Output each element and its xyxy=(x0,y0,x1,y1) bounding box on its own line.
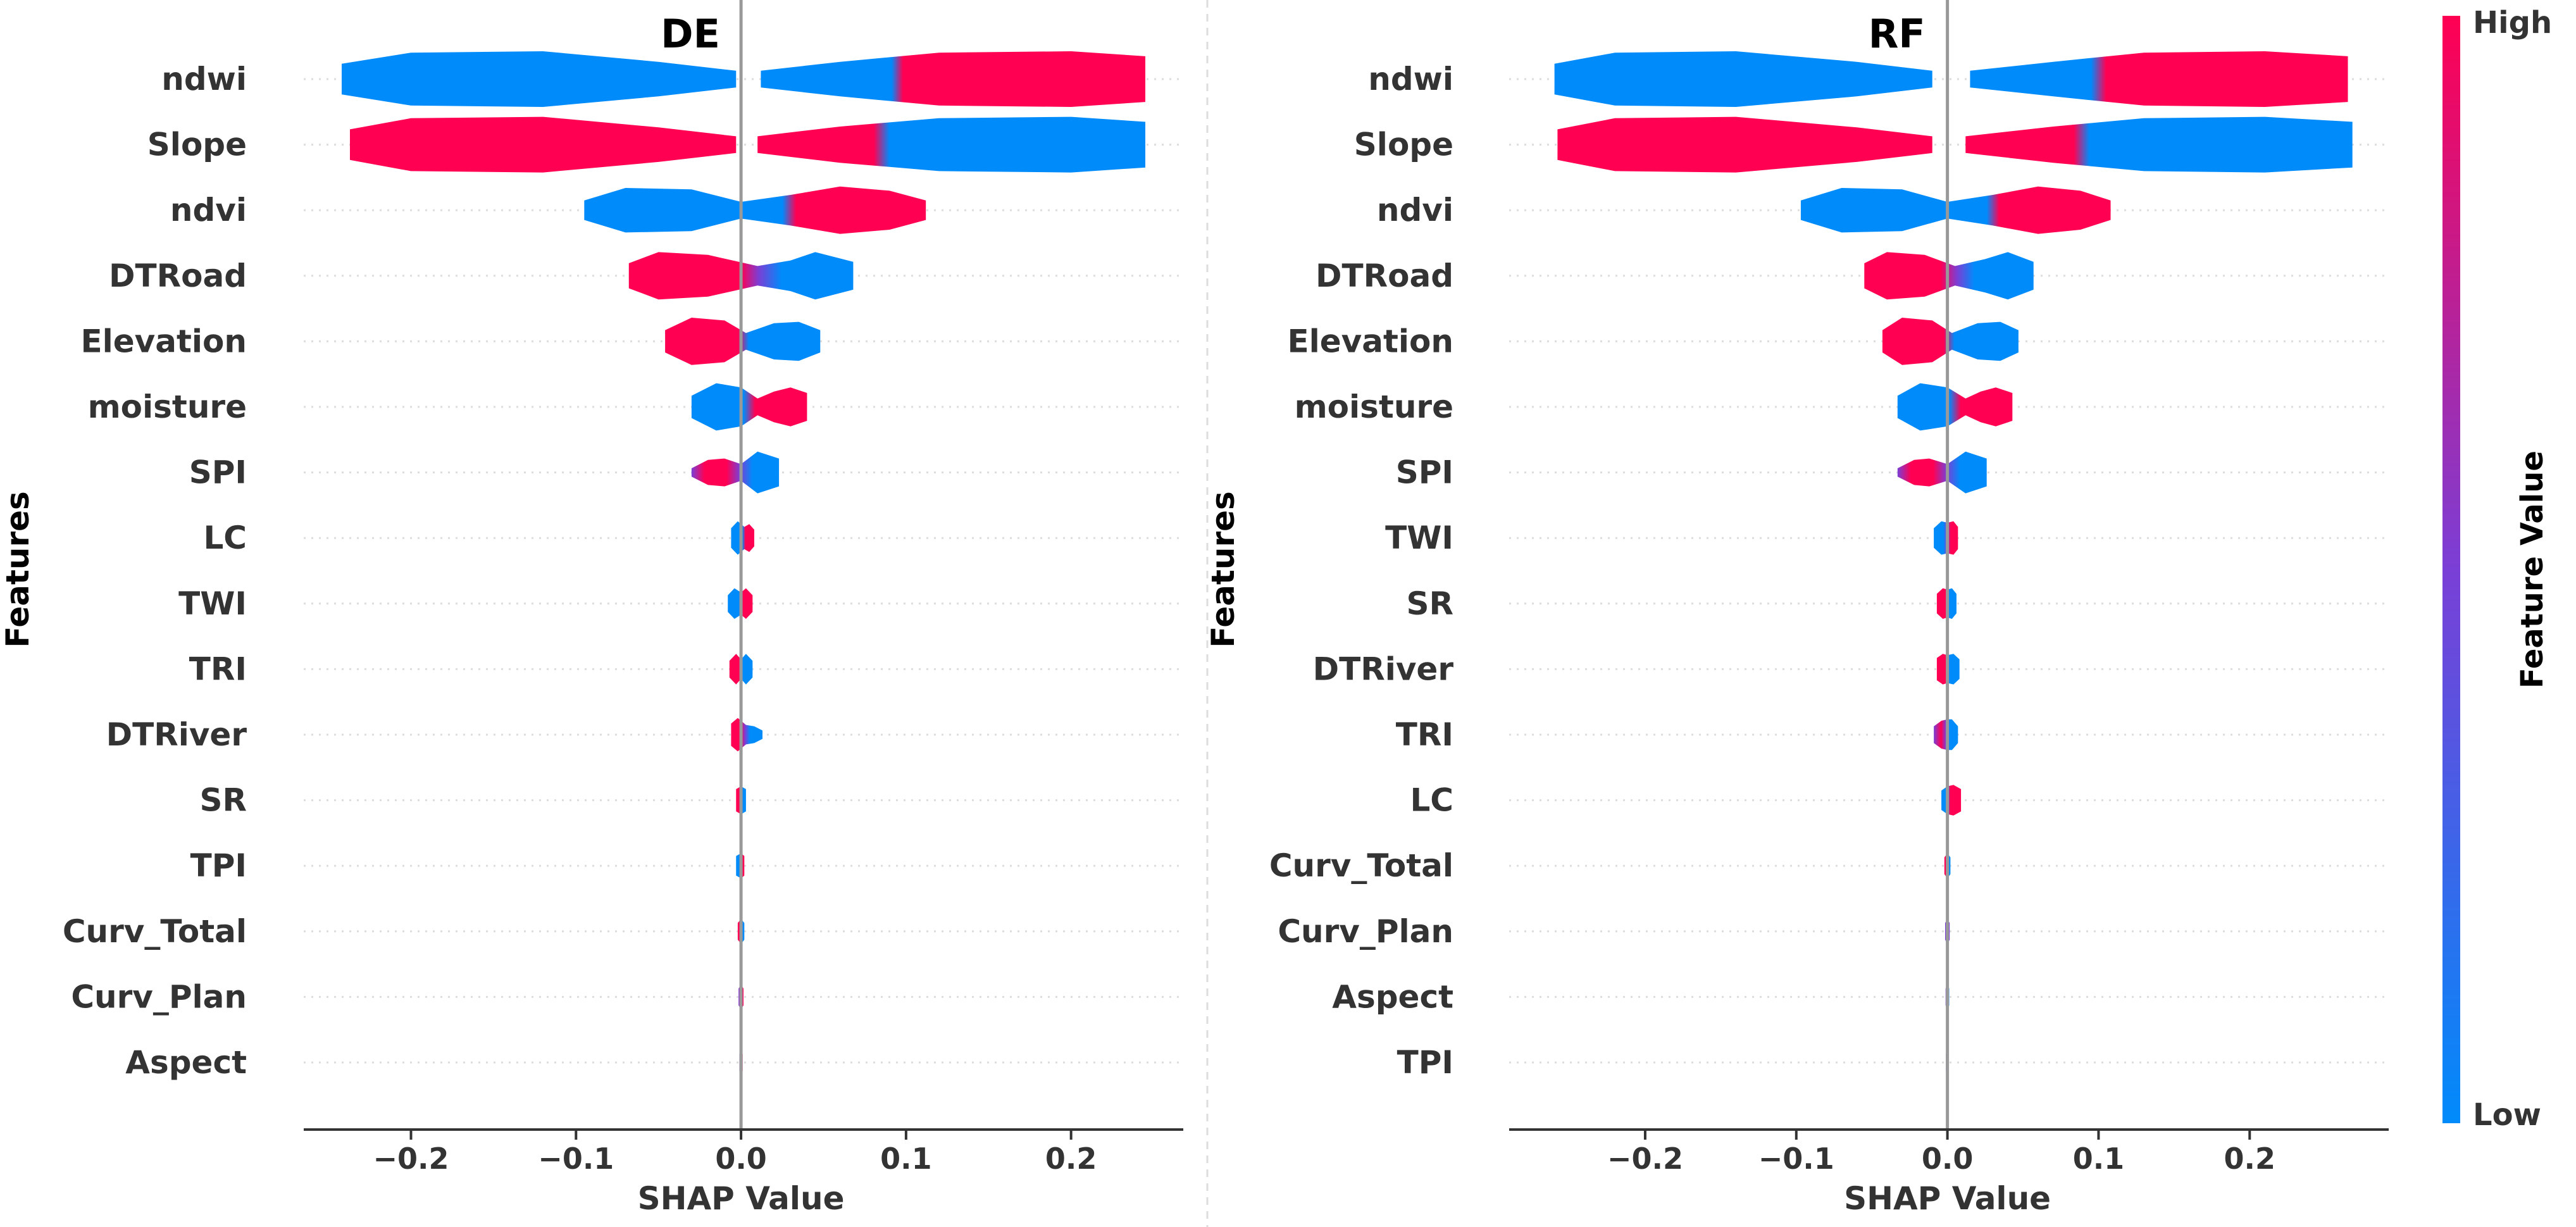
y-axis-label: Features xyxy=(1205,491,1241,648)
x-tick-label: 0.0 xyxy=(715,1142,767,1176)
feature-label: Aspect xyxy=(125,1044,247,1081)
chart-title: RF xyxy=(1869,11,1926,57)
x-tick-label: 0.1 xyxy=(2073,1142,2125,1176)
violin-spi xyxy=(1897,451,1987,494)
feature-label: SR xyxy=(199,782,247,819)
feature-label: DTRiver xyxy=(1313,651,1454,687)
violin-lc xyxy=(731,521,754,555)
x-tick-label: 0.1 xyxy=(880,1142,932,1176)
violin-moisture xyxy=(691,383,807,431)
feature-label: Aspect xyxy=(1332,978,1453,1015)
colorbar-low-label: Low xyxy=(2473,1097,2541,1133)
feature-label: moisture xyxy=(88,389,247,425)
feature-label: Slope xyxy=(1354,127,1453,163)
x-axis-label: SHAP Value xyxy=(638,1180,845,1217)
x-tick-label: 0.2 xyxy=(2224,1142,2276,1176)
feature-label: ndwi xyxy=(1368,61,1453,97)
feature-label: TPI xyxy=(1397,1044,1453,1081)
violin-moisture xyxy=(1897,383,2013,431)
feature-label: LC xyxy=(1410,782,1453,819)
x-tick-label: −0.2 xyxy=(1607,1142,1683,1176)
violin-elevation xyxy=(665,318,821,365)
feature-label: Elevation xyxy=(80,323,247,359)
colorbar-gradient xyxy=(2442,16,2460,1123)
x-axis: −0.2 −0.1 0.0 0.1 0.2 xyxy=(1509,1128,2389,1176)
feature-label: TRI xyxy=(189,651,247,687)
feature-label: ndvi xyxy=(1377,192,1453,228)
feature-label: TRI xyxy=(1396,716,1453,753)
feature-label: Curv_Total xyxy=(63,913,247,950)
violin-ndwi xyxy=(1970,51,2348,107)
violin-ndvi xyxy=(1800,186,2111,234)
violin-ndwi xyxy=(341,51,737,107)
violin-slope xyxy=(1557,116,1932,173)
feature-label: Elevation xyxy=(1287,323,1453,359)
colorbar-high-label: High xyxy=(2473,5,2552,40)
feature-label: SR xyxy=(1406,585,1453,622)
x-tick-label: −0.1 xyxy=(1758,1142,1834,1176)
x-tick-label: −0.1 xyxy=(538,1142,614,1176)
feature-label: SPI xyxy=(1396,454,1453,491)
violin-ndvi xyxy=(584,186,926,234)
colorbar-title: Feature Value xyxy=(2515,451,2550,688)
feature-label: SPI xyxy=(189,454,247,491)
violin-spi xyxy=(691,451,780,494)
feature-label: ndwi xyxy=(161,61,247,97)
x-tick-label: −0.2 xyxy=(373,1142,449,1176)
x-axis-label: SHAP Value xyxy=(1844,1180,2051,1217)
x-tick-label: 0.0 xyxy=(1922,1142,1974,1176)
violin-slope xyxy=(350,116,737,173)
feature-label: DTRiver xyxy=(106,716,247,753)
panel-rf: ndwi Slope ndvi DTRoad Elevation moisture SPI T… xyxy=(1205,0,2389,1217)
panel-de: ndwi Slope ndvi DTRoad Elevation moisture SPI L… xyxy=(0,0,1183,1217)
x-axis: −0.2 −0.1 0.0 0.1 0.2 xyxy=(304,1128,1183,1176)
violin-dtriver xyxy=(731,718,762,752)
feature-label: DTRoad xyxy=(1316,258,1453,294)
y-axis-label: Features xyxy=(0,491,36,648)
feature-label: LC xyxy=(203,520,247,556)
chart-title: DE xyxy=(661,11,720,57)
feature-label: TWI xyxy=(1385,520,1453,556)
violin-elevation xyxy=(1882,318,2019,365)
feature-label: ndvi xyxy=(170,192,247,228)
violin-slope xyxy=(757,116,1146,173)
feature-label: Curv_Total xyxy=(1269,847,1453,884)
violin-lc xyxy=(1941,785,1962,816)
violin-slope xyxy=(1965,116,2353,173)
violin-ndwi xyxy=(1554,51,1932,107)
feature-label: TWI xyxy=(178,585,247,622)
x-tick-label: 0.2 xyxy=(1045,1142,1097,1176)
feature-label: Slope xyxy=(147,127,247,163)
feature-label: DTRoad xyxy=(109,258,247,294)
feature-label: TPI xyxy=(190,847,247,884)
feature-label: Curv_Plan xyxy=(1278,913,1453,950)
feature-label: Curv_Plan xyxy=(71,978,247,1015)
colorbar: High Low Feature Value xyxy=(2442,5,2552,1133)
feature-label: moisture xyxy=(1295,389,1453,425)
violin-ndwi xyxy=(761,51,1146,107)
